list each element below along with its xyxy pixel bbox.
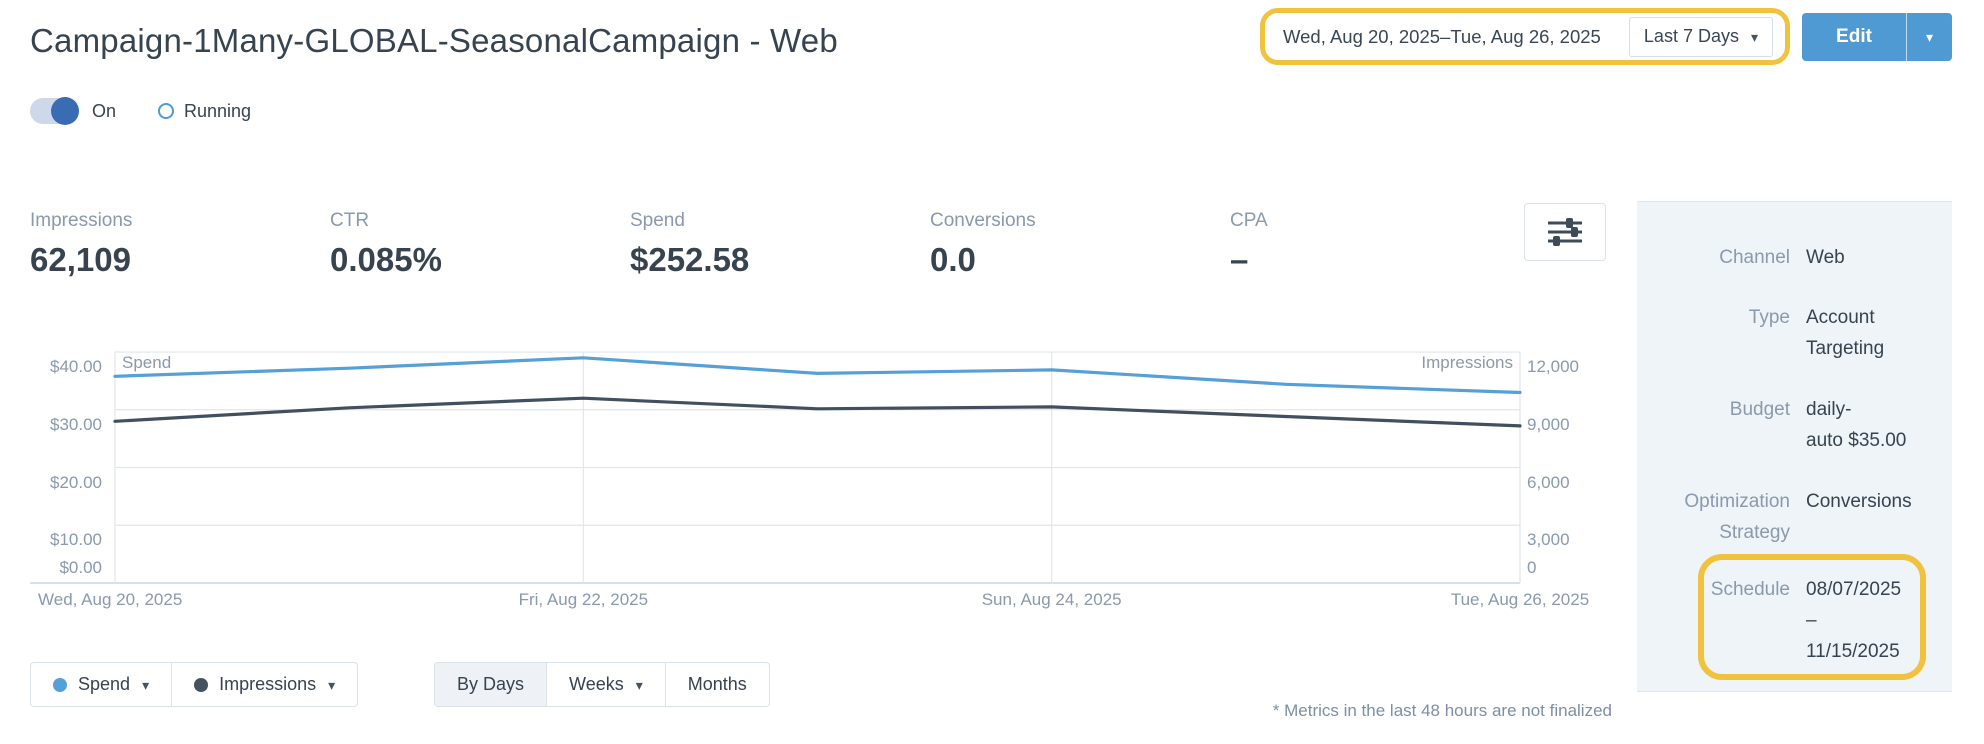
date-range-highlight-annotation: Wed, Aug 20, 2025–Tue, Aug 26, 2025 Last…	[1260, 8, 1790, 65]
detail-row-type: Type Account Targeting	[1637, 302, 1952, 364]
detail-value: daily- auto $35.00	[1806, 399, 1907, 451]
y-axis-left-tick: $20.00	[50, 472, 102, 492]
detail-row-channel: Channel Web	[1637, 242, 1952, 273]
metric-label: CTR	[330, 210, 370, 231]
metric-spend: Spend $252.58	[630, 210, 920, 279]
performance-line-chart: $40.00 $30.00 $20.00 $10.00 $0.00 12,000 9,000…	[30, 340, 1630, 630]
detail-label: Type	[1748, 307, 1790, 328]
series-button-impressions[interactable]: Impressions ▾	[171, 663, 357, 706]
chevron-down-icon: ▾	[328, 676, 336, 693]
granularity-button-label: Months	[687, 674, 747, 694]
y-axis-right-tick: 9,000	[1527, 414, 1570, 434]
toggle-knob-icon	[51, 97, 79, 125]
page-title: Campaign-1Many-GLOBAL-SeasonalCampaign -…	[30, 22, 838, 59]
metrics-summary-row: Impressions 62,109 CTR 0.085% Spend $252.58 Co…	[30, 210, 1510, 290]
edit-dropdown-button[interactable]: ▾	[1906, 13, 1952, 61]
detail-row-schedule: Schedule 08/07/2025 – 11/15/2025	[1637, 574, 1952, 667]
x-axis-tick: Fri, Aug 22, 2025	[518, 590, 649, 609]
metric-value: 62,109	[30, 241, 131, 278]
detail-value: 08/07/2025 – 11/15/2025	[1806, 579, 1902, 662]
x-axis-tick: Tue, Aug 26, 2025	[1450, 590, 1590, 609]
granularity-button-months[interactable]: Months	[664, 663, 769, 706]
granularity-button-label: By Days	[457, 674, 525, 694]
metric-label: CPA	[1230, 210, 1268, 231]
metric-value: –	[1230, 241, 1249, 278]
series-button-label: Impressions	[219, 674, 317, 694]
metric-value: 0.085%	[330, 241, 442, 278]
metric-ctr: CTR 0.085%	[330, 210, 620, 279]
granularity-selector-group: By Days Weeks ▾ Months	[434, 662, 770, 707]
detail-label: Schedule	[1710, 579, 1790, 600]
left-axis-series-label: Spend	[122, 353, 172, 372]
metric-impressions: Impressions 62,109	[30, 210, 320, 279]
date-range-text: Wed, Aug 20, 2025–Tue, Aug 26, 2025	[1283, 25, 1601, 47]
metric-conversions: Conversions 0.0	[930, 210, 1220, 279]
chevron-down-icon: ▾	[1925, 28, 1934, 45]
series-button-label: Spend	[78, 674, 131, 694]
y-axis-left-tick: $10.00	[50, 530, 102, 550]
series-dot-icon	[53, 677, 67, 692]
granularity-button-by-days[interactable]: By Days	[435, 663, 547, 706]
granularity-button-label: Weeks	[569, 674, 624, 694]
y-axis-right-tick: 12,000	[1527, 357, 1579, 376]
sliders-icon	[1548, 218, 1582, 246]
status-row: On Running	[30, 97, 251, 125]
running-status-icon	[158, 103, 175, 119]
detail-row-budget: Budget daily- auto $35.00	[1637, 394, 1952, 456]
chart-canvas	[30, 351, 1522, 584]
y-axis-right-tick: 6,000	[1527, 472, 1570, 492]
metric-label: Impressions	[30, 210, 133, 231]
toggle-label: On	[92, 100, 117, 121]
x-axis-tick: Wed, Aug 20, 2025	[38, 590, 183, 609]
y-axis-right-tick: 0	[1527, 558, 1537, 577]
chevron-down-icon: ▾	[1750, 28, 1758, 45]
y-axis-left-tick: $0.00	[59, 558, 102, 577]
chevron-down-icon: ▾	[142, 676, 150, 693]
chart-line-impressions	[113, 396, 1522, 428]
metric-cpa: CPA –	[1230, 210, 1520, 279]
series-button-spend[interactable]: Spend ▾	[31, 663, 171, 706]
right-axis-series-label: Impressions	[1421, 353, 1513, 372]
detail-value: Account Targeting	[1806, 307, 1885, 359]
metric-value: $252.58	[630, 241, 750, 278]
metric-label: Spend	[630, 210, 685, 231]
series-selector-group: Spend ▾ Impressions ▾	[30, 662, 359, 707]
status-badge: Running	[158, 101, 251, 122]
x-axis-tick: Sun, Aug 24, 2025	[981, 590, 1122, 609]
detail-label: Channel	[1719, 247, 1790, 268]
y-axis-left-tick: $30.00	[50, 414, 102, 434]
detail-value: Conversions	[1806, 491, 1912, 512]
series-dot-icon	[194, 677, 209, 692]
detail-label: Optimization Strategy	[1684, 491, 1790, 543]
metrics-footnote: * Metrics in the last 48 hours are not f…	[1272, 701, 1612, 720]
running-status-label: Running	[184, 100, 252, 121]
date-preset-dropdown[interactable]: Last 7 Days ▾	[1628, 16, 1773, 57]
edit-split-button: Edit ▾	[1802, 13, 1952, 61]
y-axis-left-tick: $40.00	[50, 357, 102, 376]
detail-label: Budget	[1729, 399, 1790, 420]
chevron-down-icon: ▾	[635, 676, 643, 693]
metric-value: 0.0	[930, 241, 976, 278]
edit-button[interactable]: Edit	[1836, 26, 1872, 47]
detail-row-optimization: Optimization Strategy Conversions	[1637, 486, 1952, 548]
metric-label: Conversions	[930, 210, 1036, 231]
detail-value: Web	[1806, 247, 1845, 268]
date-preset-label: Last 7 Days	[1643, 26, 1739, 46]
chart-line-spend	[113, 356, 1522, 395]
chart-metrics-settings-button[interactable]	[1524, 203, 1606, 261]
campaign-details-panel: Channel Web Type Account Targeting Budget dai…	[1637, 201, 1952, 692]
y-axis-right-tick: 3,000	[1527, 530, 1570, 550]
granularity-button-weeks[interactable]: Weeks ▾	[546, 663, 665, 706]
campaign-on-toggle[interactable]	[30, 97, 79, 125]
